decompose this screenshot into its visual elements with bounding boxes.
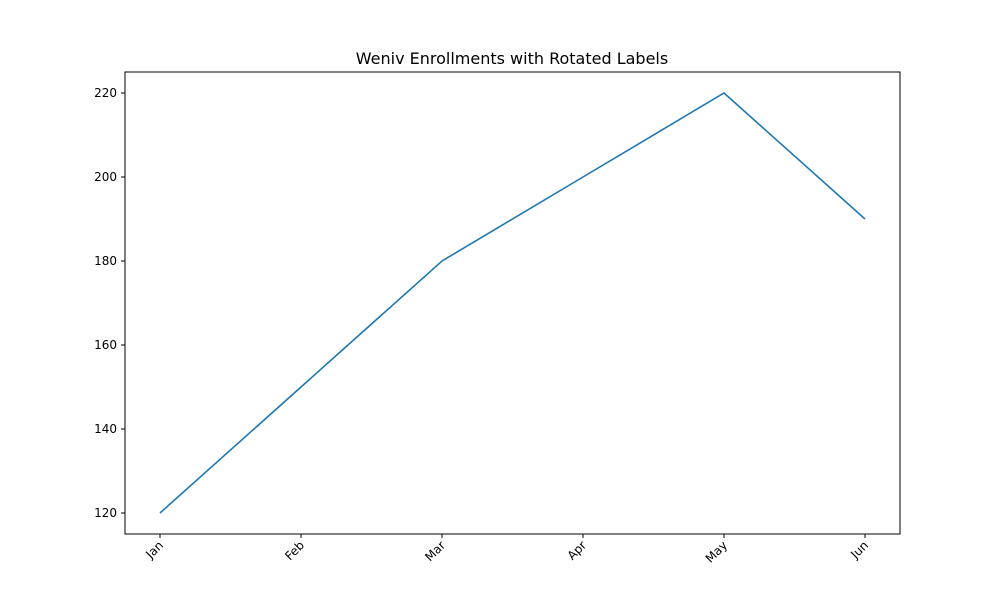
x-tick-label: Feb [282,538,307,563]
y-tick-label: 180 [94,254,117,268]
x-tick-label: Apr [565,538,590,563]
y-tick-label: 160 [94,338,117,352]
plot-area-frame [124,71,901,535]
y-tick-label: 140 [94,422,117,436]
x-tick-label: May [703,538,730,565]
series-line [159,92,866,514]
x-tick-label: Jan [142,538,166,562]
chart-title: Weniv Enrollments with Rotated Labels [356,49,668,68]
series-layer [159,92,866,514]
y-axis: 120 140 160 180 200 220 [94,86,125,520]
y-tick-label: 200 [94,170,117,184]
x-tick-label: Mar [422,538,448,564]
y-tick-label: 220 [94,86,117,100]
y-tick-label: 120 [94,506,117,520]
x-tick-label: Jun [847,538,871,562]
x-axis: Jan Feb Mar Apr May Jun [142,534,871,566]
